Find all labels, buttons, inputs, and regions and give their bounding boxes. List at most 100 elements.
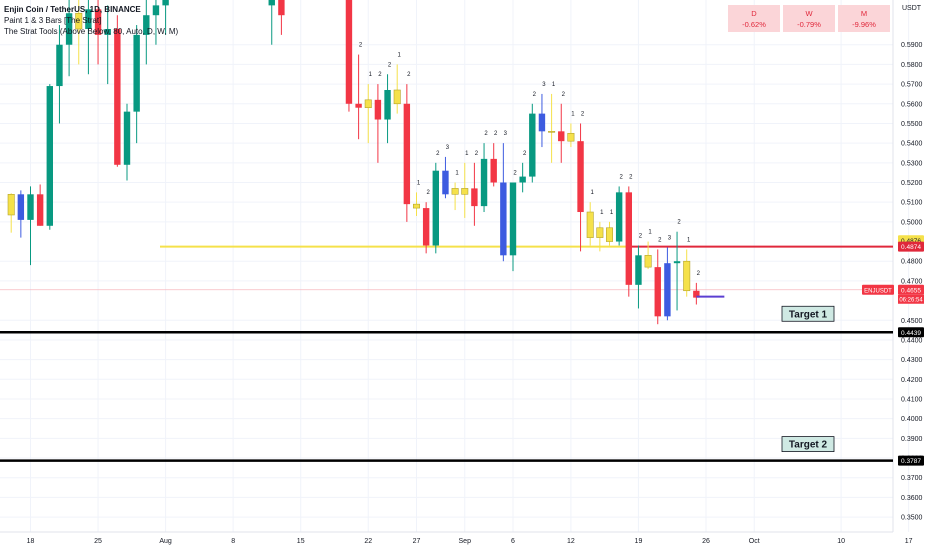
target2-box[interactable] [781, 436, 835, 452]
candle[interactable] [432, 170, 439, 246]
candle[interactable] [412, 203, 420, 209]
strat-label: 2 [388, 62, 392, 68]
candle[interactable] [36, 194, 44, 226]
candle[interactable] [17, 194, 25, 220]
candle[interactable] [605, 227, 613, 242]
candle[interactable] [46, 86, 53, 226]
x-tick-label: 6 [511, 538, 515, 545]
candle[interactable] [162, 0, 169, 6]
perf-day-value: -0.62% [742, 20, 766, 29]
candle[interactable] [94, 9, 102, 35]
candle[interactable] [586, 211, 594, 238]
candle[interactable] [548, 131, 556, 133]
candle[interactable] [635, 255, 642, 285]
candle[interactable] [7, 194, 15, 216]
target1-price-label-text: 0.4439 [901, 330, 921, 337]
strat-label: 1 [552, 82, 556, 88]
candle[interactable] [625, 192, 632, 285]
candle[interactable] [596, 227, 604, 238]
x-tick-label: Sep [459, 538, 472, 545]
x-tick-label: 25 [94, 538, 102, 545]
target1-box[interactable] [781, 305, 835, 322]
red-price-label [898, 241, 924, 252]
candle[interactable] [558, 131, 565, 142]
candle[interactable] [567, 132, 575, 142]
candle[interactable] [673, 261, 681, 264]
candle[interactable] [403, 103, 411, 205]
candle[interactable] [422, 208, 430, 246]
y-tick-label: 0.5000 [901, 219, 923, 226]
candle[interactable] [461, 188, 469, 195]
strat-label: 2 [562, 92, 566, 98]
candle[interactable] [693, 290, 700, 298]
candle[interactable] [519, 176, 526, 183]
x-tick-label: 22 [364, 538, 372, 545]
candle[interactable] [577, 141, 584, 213]
axis-currency-label[interactable]: USDT [902, 5, 922, 12]
candle[interactable] [364, 99, 372, 109]
candle[interactable] [56, 44, 63, 87]
candle[interactable] [104, 28, 111, 35]
candle[interactable] [509, 182, 517, 256]
perf-week-label: W [805, 9, 813, 18]
candle[interactable] [529, 113, 536, 177]
y-tick-label: 0.3600 [901, 495, 923, 502]
candle[interactable] [442, 170, 449, 195]
candle[interactable] [152, 5, 160, 16]
candle[interactable] [683, 260, 691, 292]
candle[interactable] [355, 103, 362, 108]
candle[interactable] [471, 188, 478, 207]
candle[interactable] [75, 12, 83, 30]
candle[interactable] [384, 89, 391, 120]
candle[interactable] [451, 188, 459, 195]
countdown-text: 06:26:54 [899, 297, 923, 303]
strat-label: 1 [369, 72, 373, 78]
legend-title[interactable]: Enjin Coin / TetherUS, 1D, BINANCE [4, 5, 141, 14]
candle[interactable] [490, 158, 497, 183]
strat-label: 2 [629, 174, 633, 180]
candle[interactable] [85, 9, 92, 29]
candle[interactable] [268, 0, 275, 6]
candle[interactable] [278, 0, 285, 16]
candle[interactable] [654, 267, 661, 317]
strat-label: 2 [697, 271, 701, 277]
yellow-price-label-text: 0.4876 [901, 238, 921, 245]
candle[interactable] [664, 263, 671, 317]
candle[interactable] [65, 13, 73, 45]
candle[interactable] [374, 99, 382, 120]
candle[interactable] [393, 89, 401, 105]
candle[interactable] [143, 15, 150, 35]
candle[interactable] [345, 0, 353, 104]
current-price-label-text: 0.4655 [901, 287, 921, 294]
strat-label: 1 [571, 111, 575, 117]
strat-label: 2 [407, 72, 411, 78]
strat-label: 1 [687, 237, 691, 243]
strat-label: 2 [513, 170, 517, 176]
candle[interactable] [538, 113, 546, 132]
strat-label: 2 [523, 151, 527, 157]
strat-label: 2 [378, 72, 382, 78]
candle[interactable] [114, 28, 121, 165]
legend-indicator-2[interactable]: The Strat Tools (Above Below, 80, Auto, … [4, 27, 179, 36]
strat-label: 1 [465, 151, 469, 157]
candle[interactable] [615, 192, 623, 242]
strat-label: 2 [533, 92, 537, 98]
candle[interactable] [500, 182, 507, 256]
y-tick-label: 0.4400 [901, 337, 923, 344]
candle[interactable] [133, 34, 140, 112]
y-tick-label: 0.5300 [901, 160, 923, 167]
candle[interactable] [123, 111, 131, 165]
target1-box-label: Target 1 [789, 309, 828, 320]
strat-label: 1 [455, 170, 459, 176]
y-tick-label: 0.4100 [901, 396, 923, 403]
strat-label: 2 [639, 233, 643, 239]
candle[interactable] [644, 255, 652, 268]
candle[interactable] [27, 194, 34, 220]
legend-indicator-1[interactable]: Paint 1 & 3 Bars [The Strat] [4, 16, 102, 25]
symbol-tag [862, 284, 894, 295]
strat-label: 2 [475, 151, 479, 157]
candle[interactable] [480, 158, 488, 207]
strat-label: 3 [668, 235, 672, 241]
y-tick-label: 0.5500 [901, 121, 923, 128]
